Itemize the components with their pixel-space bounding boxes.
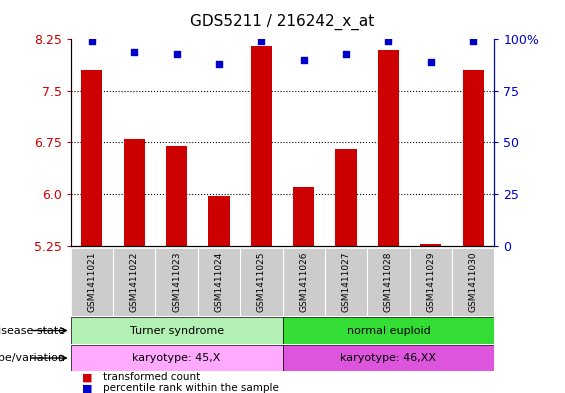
Text: disease state: disease state	[0, 325, 65, 336]
Bar	[452, 248, 494, 316]
Bar	[325, 248, 367, 316]
Bar	[166, 146, 187, 246]
Text: GSM1411028: GSM1411028	[384, 252, 393, 312]
Text: ■: ■	[82, 383, 93, 393]
Text: transformed count: transformed count	[103, 372, 201, 382]
Bar	[155, 248, 198, 316]
Point	[469, 38, 478, 44]
Bar	[251, 46, 272, 246]
Text: GSM1411023: GSM1411023	[172, 252, 181, 312]
Bar	[71, 345, 282, 371]
Bar	[410, 248, 452, 316]
Text: Turner syndrome: Turner syndrome	[129, 325, 224, 336]
Text: GSM1411024: GSM1411024	[215, 252, 223, 312]
Point	[172, 51, 181, 57]
Point	[426, 59, 435, 65]
Bar	[282, 345, 494, 371]
Text: karyotype: 46,XX: karyotype: 46,XX	[341, 353, 436, 363]
Text: ■: ■	[82, 372, 93, 382]
Bar	[124, 139, 145, 246]
Bar	[282, 248, 325, 316]
Text: karyotype: 45,X: karyotype: 45,X	[132, 353, 221, 363]
Bar	[208, 196, 229, 246]
Bar	[198, 248, 240, 316]
Bar	[420, 244, 441, 246]
Text: GSM1411030: GSM1411030	[469, 252, 477, 312]
Bar	[293, 187, 314, 246]
Bar	[71, 317, 282, 344]
Point	[215, 61, 224, 67]
Point	[87, 38, 96, 44]
Bar	[367, 248, 410, 316]
Text: GSM1411021: GSM1411021	[88, 252, 96, 312]
Text: GSM1411027: GSM1411027	[342, 252, 350, 312]
Text: GDS5211 / 216242_x_at: GDS5211 / 216242_x_at	[190, 14, 375, 30]
Text: normal euploid: normal euploid	[346, 325, 431, 336]
Point	[299, 57, 308, 63]
Point	[384, 38, 393, 44]
Bar	[240, 248, 282, 316]
Point	[257, 38, 266, 44]
Text: GSM1411026: GSM1411026	[299, 252, 308, 312]
Bar	[336, 149, 357, 246]
Text: GSM1411022: GSM1411022	[130, 252, 138, 312]
Bar	[463, 70, 484, 246]
Text: GSM1411025: GSM1411025	[257, 252, 266, 312]
Bar	[113, 248, 155, 316]
Bar	[71, 248, 113, 316]
Text: GSM1411029: GSM1411029	[427, 252, 435, 312]
Bar	[378, 50, 399, 246]
Text: percentile rank within the sample: percentile rank within the sample	[103, 383, 279, 393]
Bar	[282, 317, 494, 344]
Point	[129, 48, 139, 55]
Text: genotype/variation: genotype/variation	[0, 353, 65, 363]
Bar	[81, 70, 102, 246]
Point	[341, 51, 350, 57]
